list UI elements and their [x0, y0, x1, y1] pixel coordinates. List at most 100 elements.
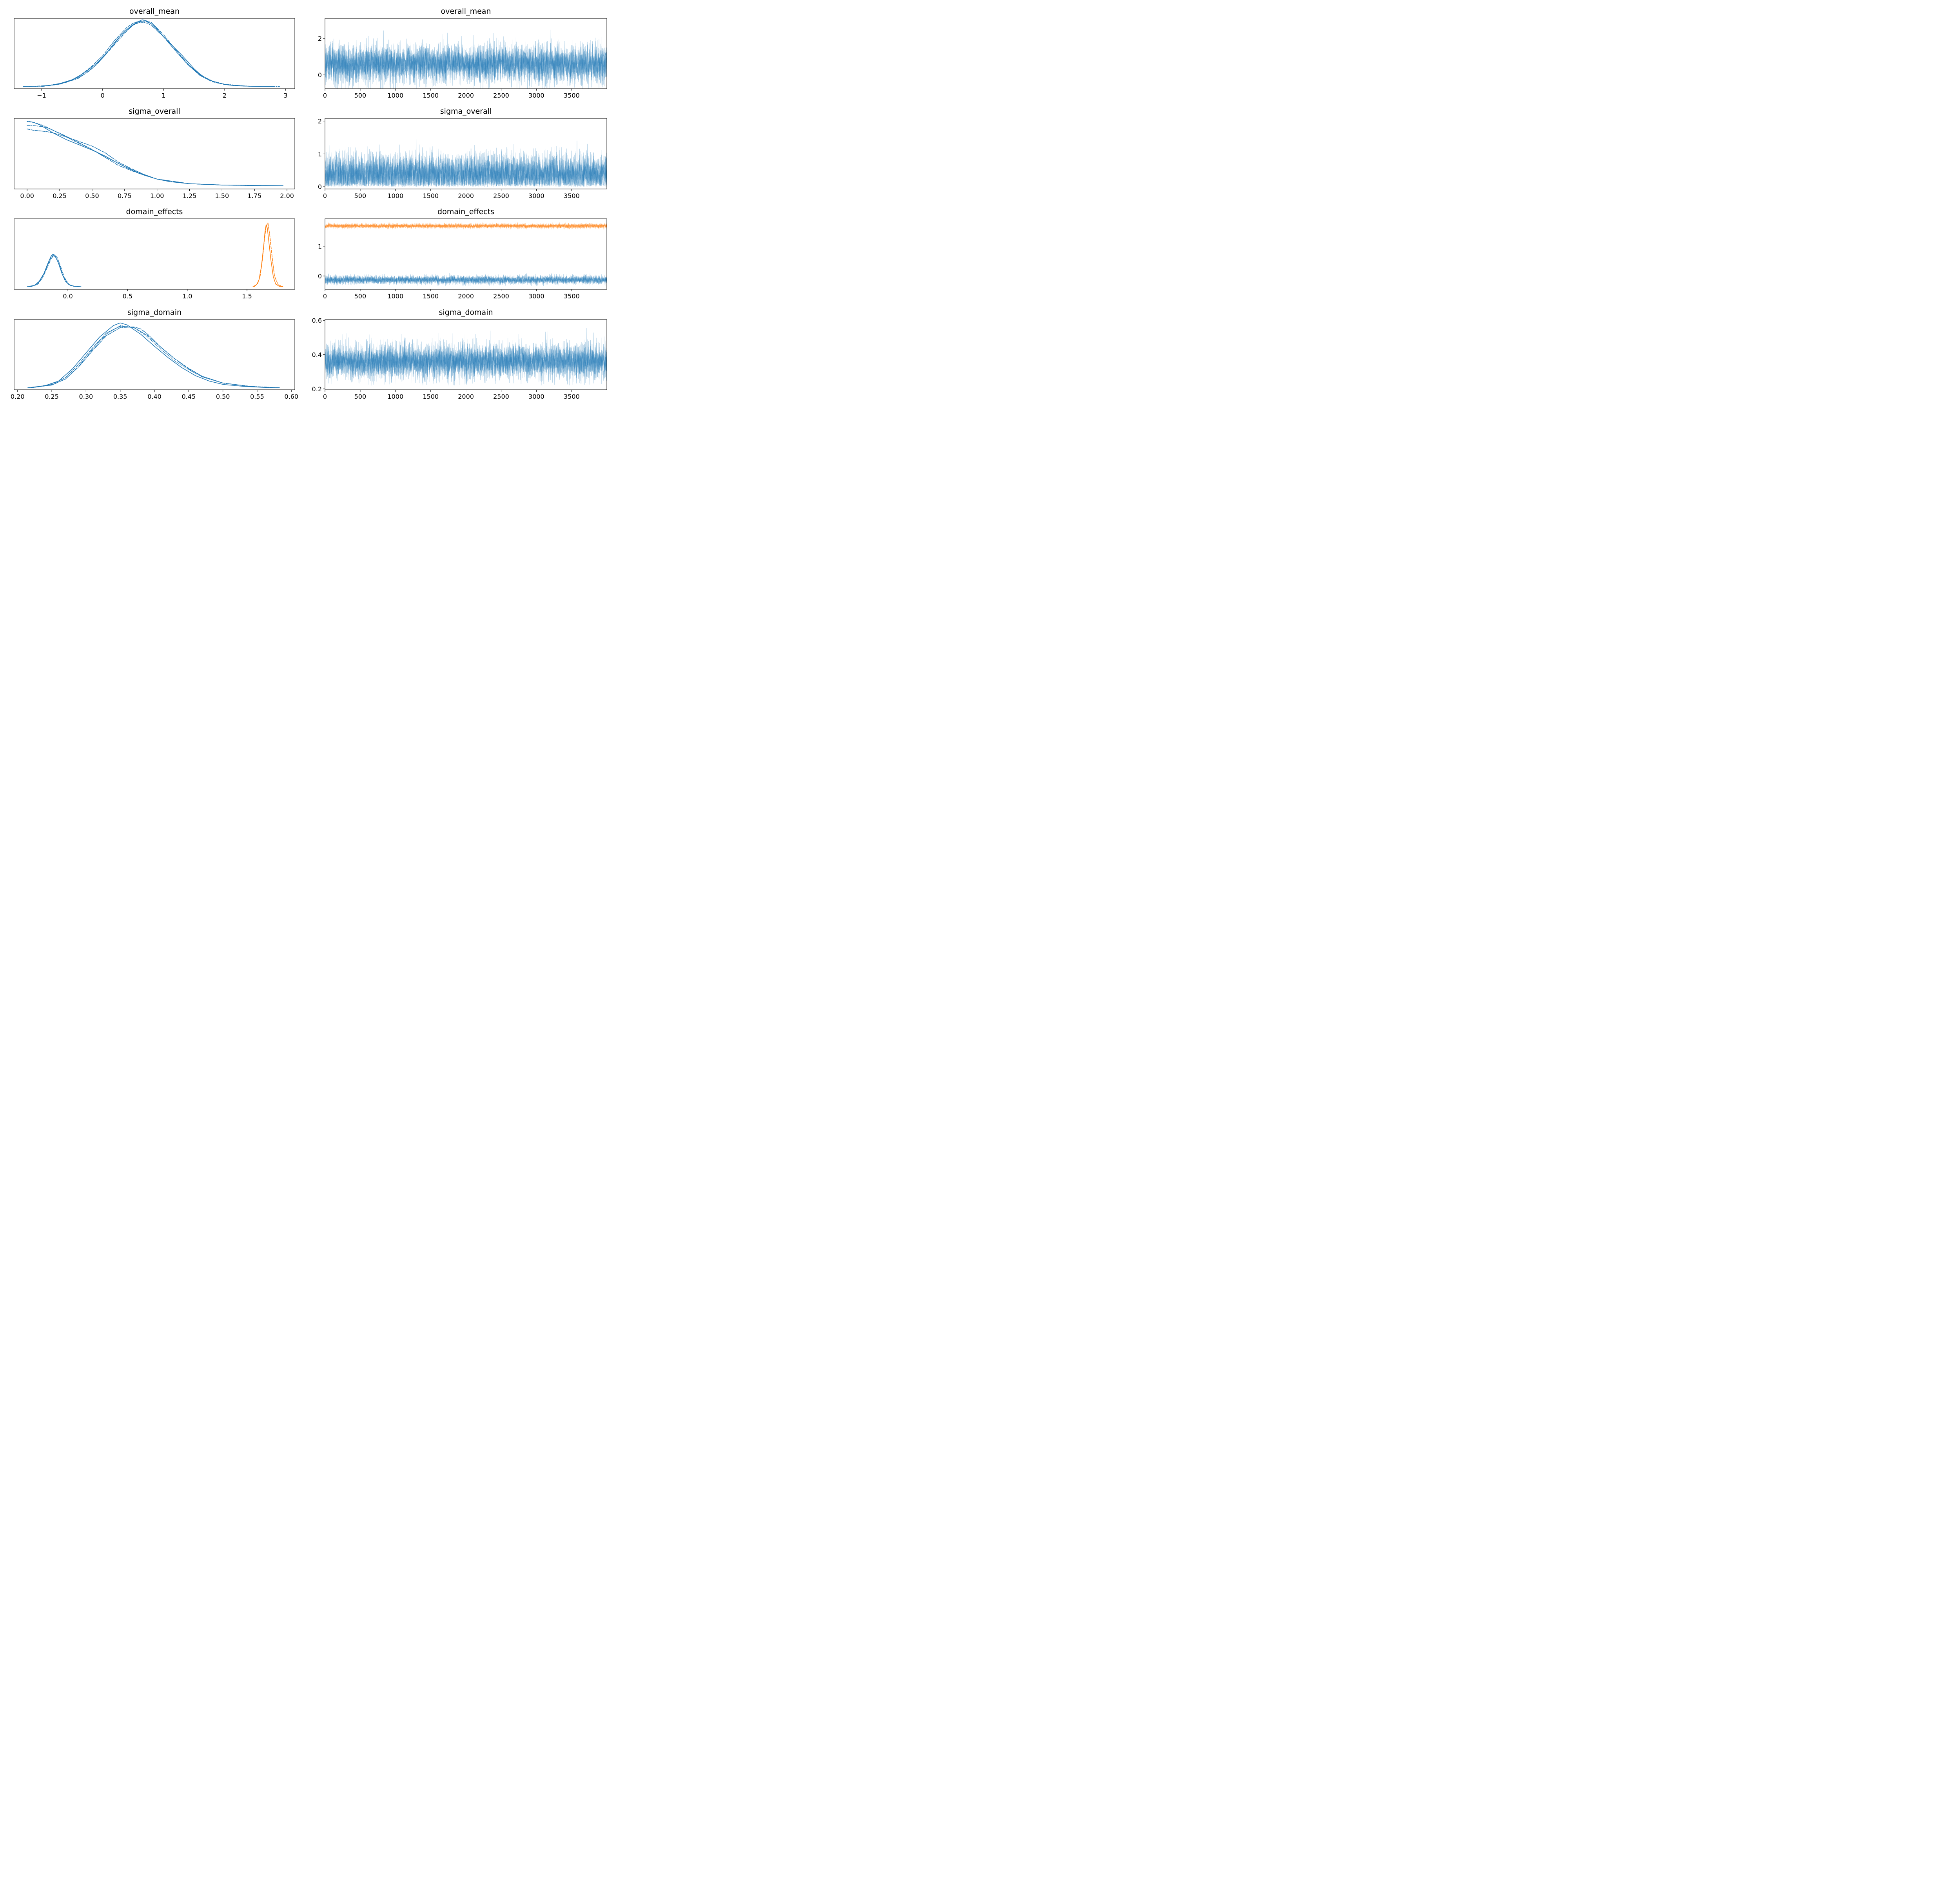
- domain-effects-trace-panel: domain_effects 0 500 1000 1500 2000 2500 3000 35…: [318, 207, 607, 300]
- domain-effects-kde-axes-frame: [14, 218, 295, 290]
- overall-mean-kde-series-3-line: [41, 20, 280, 87]
- overall-mean-trace-x-tick-label: 2000: [458, 92, 474, 99]
- sigma-domain-trace-y-tick-label: 0.4: [312, 351, 322, 359]
- domain-effects-trace-title: domain_effects: [437, 207, 494, 216]
- domain-effects-kde-series-2-line: [30, 254, 80, 287]
- sigma-overall-kde-x-tick-label: 0.00: [20, 192, 34, 200]
- domain-effects-trace-series-0-chain-3-line: [325, 222, 607, 230]
- overall-mean-trace-series-0-chain-1-line: [325, 29, 607, 89]
- sigma-domain-kde-x-tick-label: 0.25: [45, 393, 59, 400]
- sigma-domain-trace-x-tick-label: 0: [323, 393, 327, 400]
- sigma-overall-kde-series-2-line: [27, 121, 261, 186]
- sigma-overall-kde-series-0-line: [27, 120, 283, 186]
- overall-mean-trace-y-tick-label: 2: [318, 35, 322, 42]
- sigma-domain-trace-title: sigma_domain: [439, 308, 493, 317]
- sigma-domain-trace-x-tick-label: 3000: [528, 393, 544, 400]
- domain-effects-kde-series-0-line: [27, 254, 82, 287]
- sigma-overall-trace-series-0-chain-3-line: [325, 146, 607, 187]
- domain-effects-kde-x-tick-label: 0.0: [63, 292, 73, 300]
- sigma-overall-trace-x-tick-label: 2000: [458, 192, 474, 200]
- sigma-domain-kde-x-tick-label: 0.50: [216, 393, 230, 400]
- domain-effects-trace-x-tick-label: 0: [323, 292, 327, 300]
- domain-effects-kde-panel: domain_effects 0.0 0.5 1.0 1.5: [14, 207, 295, 300]
- overall-mean-trace-x-tick-label: 3000: [528, 92, 544, 99]
- sigma-overall-trace-y-tick-label: 2: [318, 118, 322, 125]
- domain-effects-trace-x-tick-label: 2500: [493, 292, 509, 300]
- sigma-domain-kde-series-3-line: [31, 326, 280, 388]
- domain-effects-trace-x-tick-label: 1500: [423, 292, 439, 300]
- sigma-overall-trace-series-0-chain-2-line: [325, 144, 607, 187]
- sigma-overall-kde-x-tick-label: 2.00: [280, 192, 294, 200]
- sigma-domain-trace-x-tick-label: 1500: [423, 393, 439, 400]
- sigma-domain-kde-series-1-line: [31, 326, 271, 388]
- sigma-overall-trace-x-tick-label: 1500: [423, 192, 439, 200]
- sigma-domain-trace-y-tick-label: 0.2: [312, 385, 322, 393]
- domain-effects-trace-x-tick-label: 500: [354, 292, 367, 300]
- sigma-domain-trace-series-0-chain-1-line: [325, 331, 607, 385]
- sigma-domain-trace-x-tick-label: 500: [354, 393, 367, 400]
- overall-mean-trace-panel: overall_mean 0 500 1000 1500 2000 2500 3000 3500…: [318, 7, 607, 99]
- overall-mean-trace-series-0-chain-0-line: [325, 30, 607, 89]
- sigma-domain-kde-axes-frame: [14, 319, 295, 390]
- sigma-domain-kde-x-tick-label: 0.55: [250, 393, 264, 400]
- overall-mean-trace-x-tick-label: 500: [354, 92, 367, 99]
- sigma-overall-kde-panel: sigma_overall 0.00 0.25 0.50 0.75 1.00 1.25 1.5…: [14, 107, 295, 200]
- sigma-domain-kde-x-tick-label: 0.35: [113, 393, 127, 400]
- sigma-overall-trace-title: sigma_overall: [440, 107, 492, 116]
- overall-mean-trace-x-tick-label: 0: [323, 92, 327, 99]
- sigma-overall-kde-x-tick-label: 0.25: [53, 192, 67, 200]
- sigma-domain-trace-x-tick-label: 2500: [493, 393, 509, 400]
- sigma-overall-kde-x-tick-label: 0.50: [85, 192, 99, 200]
- sigma-overall-trace-series-0-chain-1-line: [325, 139, 607, 187]
- domain-effects-trace-x-tick-label: 1000: [387, 292, 403, 300]
- overall-mean-trace-x-tick-label: 1500: [423, 92, 439, 99]
- sigma-domain-trace-series-0-chain-2-line: [325, 328, 607, 385]
- sigma-domain-kde-series-0-line: [27, 322, 278, 388]
- overall-mean-kde-axes-frame: [14, 18, 295, 89]
- sigma-overall-trace-x-tick-label: 3000: [528, 192, 544, 200]
- sigma-overall-kde-x-tick-label: 1.25: [183, 192, 197, 200]
- overall-mean-trace-series-0-chain-2-line: [325, 34, 607, 89]
- overall-mean-kde-x-tick-label: 0: [101, 92, 105, 99]
- sigma-overall-trace-y-tick-label: 0: [318, 183, 322, 191]
- sigma-domain-kde-x-tick-label: 0.60: [284, 393, 298, 400]
- domain-effects-trace-x-tick-label: 2000: [458, 292, 474, 300]
- domain-effects-kde-x-tick-label: 1.5: [242, 292, 252, 300]
- overall-mean-trace-series-0-chain-3-line: [325, 33, 607, 89]
- sigma-domain-kde-panel: sigma_domain 0.20 0.25 0.30 0.35 0.40 0.45 0.50…: [11, 308, 298, 400]
- domain-effects-kde-series-4-line: [254, 222, 283, 287]
- sigma-overall-kde-axes-frame: [14, 118, 295, 189]
- sigma-domain-trace-y-tick-label: 0.6: [312, 317, 322, 324]
- domain-effects-kde-title: domain_effects: [126, 207, 183, 216]
- sigma-domain-kde-x-tick-label: 0.45: [182, 393, 196, 400]
- overall-mean-kde-title: overall_mean: [129, 7, 180, 16]
- overall-mean-kde-x-tick-label: −1: [37, 92, 46, 99]
- sigma-overall-trace-x-tick-label: 500: [354, 192, 367, 200]
- sigma-domain-trace-x-tick-label: 1000: [387, 393, 403, 400]
- domain-effects-trace-x-tick-label: 3000: [528, 292, 544, 300]
- sigma-overall-trace-y-tick-label: 1: [318, 150, 322, 158]
- sigma-overall-trace-x-tick-label: 3500: [564, 192, 580, 200]
- sigma-overall-trace-x-tick-label: 0: [323, 192, 327, 200]
- overall-mean-kde-x-tick-label: 2: [223, 92, 227, 99]
- sigma-domain-trace-series-0-chain-3-line: [325, 336, 607, 386]
- sigma-overall-kde-x-tick-label: 1.50: [215, 192, 229, 200]
- sigma-domain-trace-x-tick-label: 2000: [458, 393, 474, 400]
- sigma-domain-trace-panel: sigma_domain 0 500 1000 1500 2000 2500 3000 3500…: [312, 308, 607, 400]
- sigma-overall-kde-x-tick-label: 0.75: [118, 192, 132, 200]
- overall-mean-kde-series-1-line: [29, 21, 262, 87]
- overall-mean-kde-x-tick-label: 1: [162, 92, 165, 99]
- sigma-overall-kde-x-tick-label: 1.75: [247, 192, 261, 200]
- domain-effects-trace-series-1-chain-0-line: [325, 273, 607, 286]
- domain-effects-trace-series-0-chain-0-line: [325, 222, 607, 230]
- domain-effects-trace-x-tick-label: 3500: [564, 292, 580, 300]
- sigma-domain-trace-x-tick-label: 3500: [564, 393, 580, 400]
- domain-effects-trace-series-1-chain-1-line: [325, 273, 607, 286]
- overall-mean-trace-y-tick-label: 0: [318, 71, 322, 79]
- overall-mean-trace-x-tick-label: 2500: [493, 92, 509, 99]
- sigma-overall-trace-x-tick-label: 2500: [493, 192, 509, 200]
- overall-mean-kde-panel: overall_mean −1 0 1 2 3: [14, 7, 295, 99]
- sigma-domain-trace-series-0-chain-0-line: [325, 329, 607, 385]
- domain-effects-kde-x-tick-label: 1.0: [182, 292, 192, 300]
